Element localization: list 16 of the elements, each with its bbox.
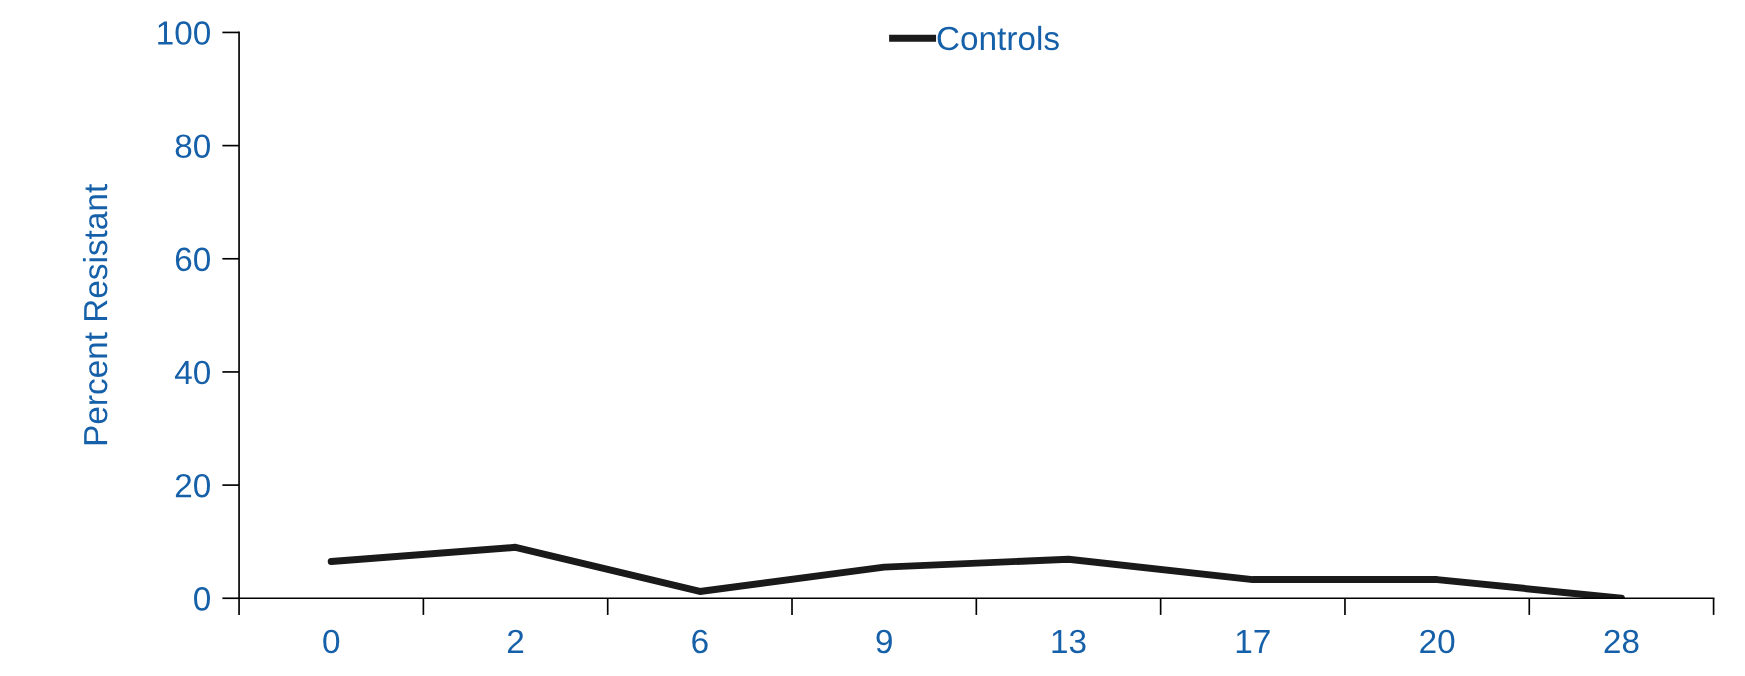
y-axis-title: Percent Resistant — [82, 184, 108, 445]
x-tick-label: 20 — [1420, 629, 1455, 654]
y-tick-label: 100 — [158, 21, 210, 45]
x-tick-label: 9 — [876, 629, 892, 654]
x-tick-label: 2 — [507, 629, 524, 653]
x-tick-label: 6 — [692, 629, 708, 654]
y-tick-label: 80 — [175, 134, 210, 159]
y-tick-label: 0 — [194, 587, 210, 611]
x-tick-label: 17 — [1236, 630, 1270, 653]
x-tick-label: 13 — [1052, 629, 1086, 654]
x-tick-label: 0 — [323, 629, 340, 654]
legend-label: Controls — [937, 25, 1059, 51]
y-tick-label: 40 — [174, 360, 210, 385]
x-tick-label: 28 — [1604, 629, 1639, 654]
y-tick-label: 60 — [175, 247, 210, 272]
y-tick-label: 20 — [175, 473, 210, 498]
